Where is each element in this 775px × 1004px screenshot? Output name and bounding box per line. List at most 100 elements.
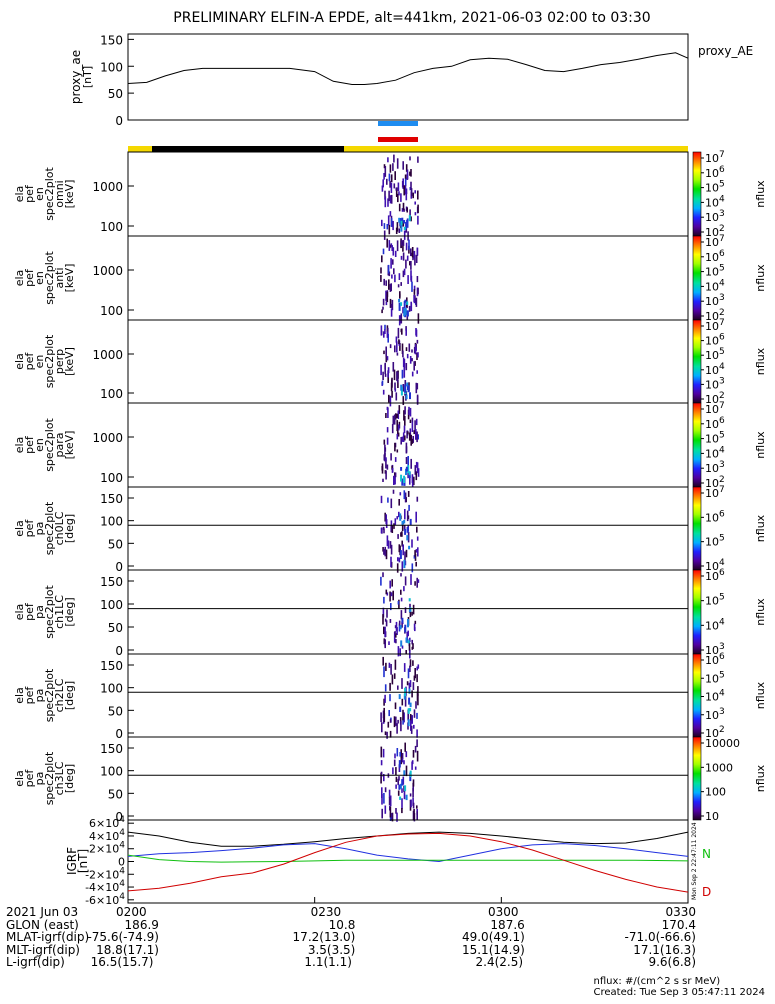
colorbar-tick-label: 100 [705, 786, 726, 799]
footer-row-label: L-igrf(dip) [6, 955, 65, 970]
spectrogram-pixel [387, 264, 390, 274]
spectrogram-pixel [403, 220, 406, 224]
spectrogram-pixel [400, 749, 402, 758]
orbit-info-table: 2021 Jun 03 0200 0230 0300 0330 GLON (ea… [6, 906, 696, 969]
spectrogram-pixel [394, 388, 397, 392]
spectrogram-pixel [393, 475, 395, 485]
footer-row-label: MLAT-igrf(dip) [6, 930, 90, 945]
spectrogram-pixel [404, 406, 406, 415]
spectrogram-pixel [405, 466, 408, 472]
spectrogram-pixel [392, 590, 394, 601]
spectrogram-pixel [400, 589, 402, 595]
spectrogram-pixel [395, 639, 397, 644]
igrf-ylabel-line: [nT] [76, 849, 90, 873]
spectrogram-pixel [410, 188, 413, 197]
spectrogram-pixel [406, 169, 409, 180]
spectrogram-pixel [403, 770, 406, 776]
spectrogram-pixel [416, 276, 419, 283]
spectrogram-pixel [400, 610, 403, 620]
spectrogram-pixel [402, 709, 404, 721]
spectrogram-pixel [396, 372, 399, 383]
spectrogram-pixel [408, 343, 411, 352]
spectrogram-pixel [409, 261, 411, 266]
spectrogram-pixel [411, 715, 413, 724]
spectrogram-pixel [386, 464, 389, 470]
spectrogram-pixel [394, 472, 397, 478]
spectrogram-pixel [397, 685, 399, 690]
spectrogram-pixel [384, 329, 386, 334]
spectrogram-ytick-label: 100 [100, 387, 123, 401]
spectrogram-pixel [410, 725, 413, 734]
spectrogram-pixel [402, 776, 405, 785]
spectrogram-pixel [401, 779, 404, 786]
spectrogram-pixel [406, 255, 409, 261]
spectrogram-pixel [417, 352, 419, 358]
spectrogram-pixel [394, 457, 397, 462]
spectrogram-pixel [409, 793, 412, 797]
spectrogram-pixel [409, 659, 412, 667]
spectrogram-pixel [393, 631, 396, 643]
colorbar-tick-label: 105 [705, 180, 725, 195]
spectrogram-pixel [396, 158, 399, 169]
spectrogram-pixel [416, 536, 419, 541]
spectrogram-pixel [390, 194, 393, 204]
spectrogram-pixel [394, 753, 396, 759]
spectrogram-ylabel-line: omni [53, 180, 66, 207]
spectrogram-ytick-label: 150 [100, 575, 123, 589]
spectrogram-ylabel-line: ela [13, 520, 26, 537]
spectrogram-pixel [389, 195, 392, 204]
spectrogram-ylabel-line: [deg] [63, 681, 76, 710]
igrf-label-n: N [702, 847, 711, 861]
spectrogram-pixel [409, 156, 411, 161]
date-label: 2021 Jun 03 [6, 905, 79, 919]
spectrogram-ytick-label: 100 [100, 471, 123, 485]
spectrogram-ylabel-line: spec2plot [43, 167, 56, 221]
spectrogram-ylabel-line: para [53, 433, 66, 458]
spectrogram-pixel [387, 721, 390, 728]
spectrogram-pixel [405, 164, 408, 172]
colorbar-tick-label: 102 [705, 224, 725, 239]
spectrogram-pixel [408, 215, 411, 222]
colorbar [692, 653, 702, 738]
spectrogram-pixel [411, 639, 413, 645]
spectrogram-pixel [395, 784, 397, 789]
spectrogram-pixel [405, 242, 408, 251]
spectrogram-pixel [416, 674, 418, 683]
spectrogram-ylabel-line: pef [23, 435, 36, 454]
spectrogram-pixel [402, 202, 405, 211]
spectrogram-pixel [396, 748, 399, 757]
colorbar-tick-label: 105 [705, 264, 725, 279]
spectrogram-pixel [397, 424, 400, 431]
proxy-ae-ytick-label: 100 [100, 60, 123, 74]
spectrogram-pixel [389, 580, 391, 589]
spectrogram-pixel [412, 788, 414, 798]
spectrogram-pixel [383, 439, 386, 445]
spectrogram-pixel [394, 475, 396, 485]
spectrogram-pixel [394, 659, 397, 670]
colorbar-label: nflux [754, 264, 767, 292]
spectrogram-pixel [387, 370, 389, 378]
proxy-ae-line [127, 52, 689, 85]
footer-row-value: 10.8 [328, 917, 356, 932]
spectrogram-pixel [412, 802, 415, 809]
spectrogram-pixel [406, 310, 409, 317]
spectrogram-pixel [388, 662, 391, 668]
spectrogram-pixel [405, 549, 408, 558]
spectrogram-pixel [380, 771, 383, 777]
spectrogram-pixel [414, 254, 416, 266]
spectrogram-pixel [401, 436, 404, 442]
spectrogram-pixel [388, 240, 391, 251]
spectrogram-pixel [396, 516, 398, 520]
footer-row-value: 2.4(2.5) [475, 955, 524, 970]
footer-row-value: 49.0(49.1) [461, 930, 525, 945]
colorbar-tick-label: 105 [705, 593, 725, 608]
spectrogram-pixel [390, 175, 393, 183]
spectrogram-pixel [404, 576, 407, 586]
igrf-ylabel: IGRF[nT] [65, 847, 90, 875]
spectrogram-pixel [416, 811, 418, 820]
spectrogram-pixel [381, 309, 383, 314]
spectrogram-pixel [408, 432, 411, 441]
spectrogram-pixel [406, 527, 409, 533]
red-indicator-bar [378, 137, 418, 142]
spectrogram-pixel [405, 442, 408, 454]
